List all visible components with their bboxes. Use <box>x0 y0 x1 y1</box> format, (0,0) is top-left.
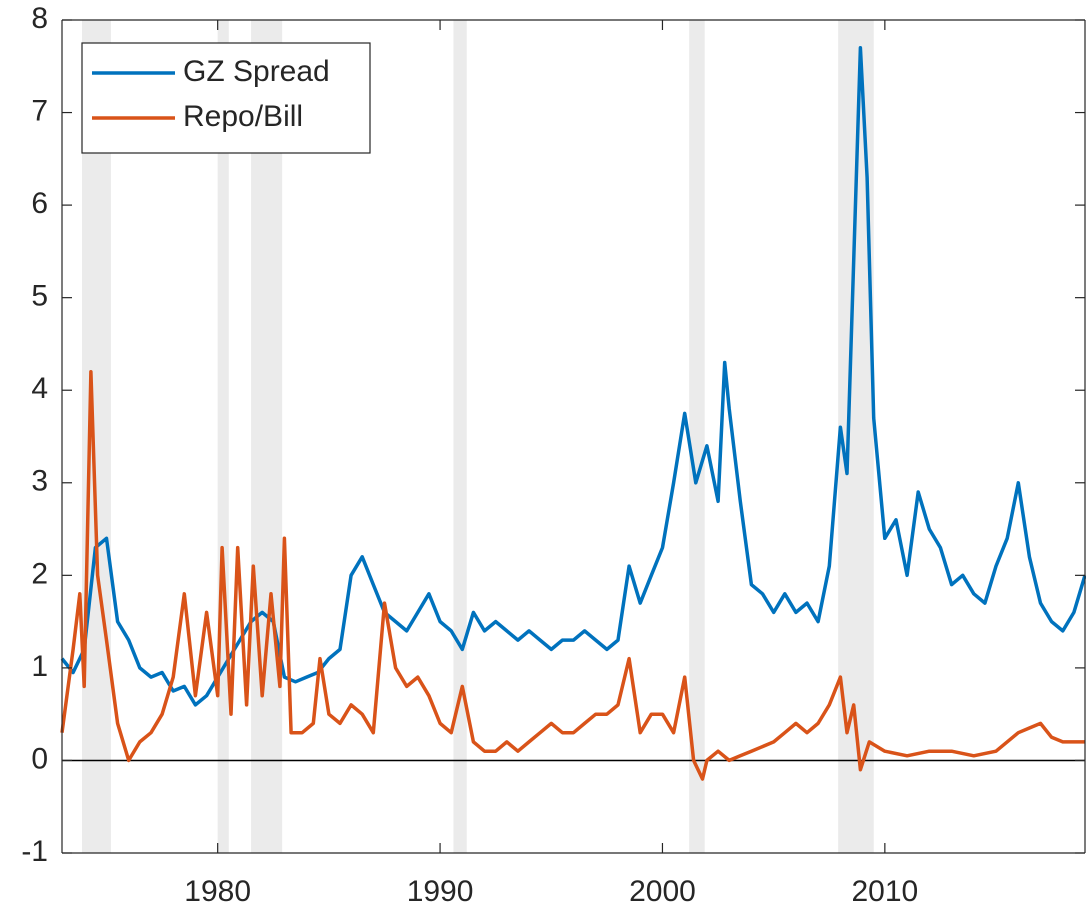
y-tick-label: 6 <box>31 187 48 220</box>
shading-layer <box>82 20 874 853</box>
y-tick-label: 0 <box>31 742 48 775</box>
y-tick-label: 8 <box>31 2 48 35</box>
y-tick-label: 1 <box>31 650 48 683</box>
recession-band <box>251 20 283 853</box>
x-tick-label: 1990 <box>407 875 474 908</box>
y-tick-label: 3 <box>31 465 48 498</box>
recession-band <box>82 20 111 853</box>
x-tick-label: 1980 <box>184 875 251 908</box>
y-tick-label: 2 <box>31 557 48 590</box>
x-tick-label: 2010 <box>851 875 918 908</box>
y-tick-label: 4 <box>31 372 48 405</box>
y-tick-label: 5 <box>31 280 48 313</box>
x-tick-label: 2000 <box>629 875 696 908</box>
recession-band <box>217 20 229 853</box>
y-tick-label: -1 <box>21 835 48 868</box>
legend-label: Repo/Bill <box>183 100 303 133</box>
recession-band <box>689 20 705 853</box>
recession-band <box>453 20 467 853</box>
series-line <box>60 46 1086 707</box>
series-layer <box>60 46 1086 781</box>
y-tick-label: 7 <box>31 94 48 127</box>
legend-box <box>81 42 371 154</box>
series-line <box>60 369 1085 781</box>
axes-layer: -1 0 1 2 3 4 5 6 7 8 1980 1990 2000 2010 GZ Spread Repo… <box>21 2 1086 908</box>
legend-label: GZ Spread <box>183 55 330 88</box>
